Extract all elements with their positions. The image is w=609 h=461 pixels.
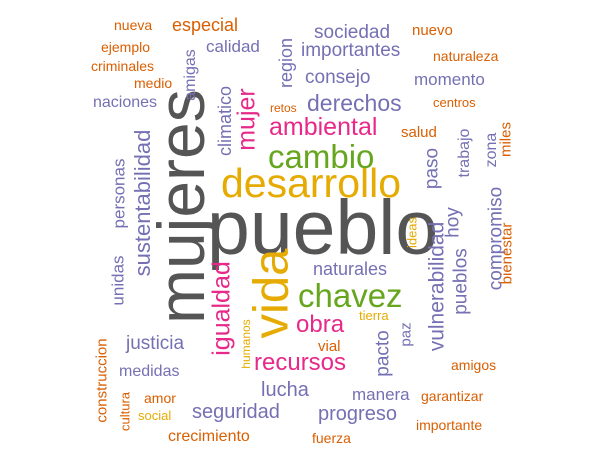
word-sustentabilidad: sustentabilidad bbox=[130, 129, 155, 277]
word-cultura: cultura bbox=[117, 391, 133, 432]
word-medio: medio bbox=[134, 75, 173, 91]
word-miles: miles bbox=[497, 122, 515, 158]
word-personas: personas bbox=[109, 158, 129, 229]
word-ejemplo: ejemplo bbox=[101, 39, 151, 55]
word-naciones: naciones bbox=[93, 94, 158, 111]
word-ideas: ideas bbox=[404, 216, 420, 249]
word-seguridad: seguridad bbox=[192, 401, 280, 423]
word-tierra: tierra bbox=[359, 308, 389, 323]
word-nuevo: nuevo bbox=[412, 22, 453, 39]
word-chavez: chavez bbox=[298, 277, 403, 314]
word-manera: manera bbox=[352, 385, 410, 404]
word-importante: importante bbox=[416, 417, 483, 433]
word-momento: momento bbox=[414, 70, 485, 89]
word-pacto: pacto bbox=[372, 330, 394, 377]
word-mujeres: mujeres bbox=[144, 89, 218, 324]
word-desarrollo: desarrollo bbox=[221, 160, 402, 206]
word-naturaleza: naturaleza bbox=[433, 48, 499, 64]
word-recursos: recursos bbox=[254, 349, 347, 376]
word-bienestar: bienestar bbox=[498, 222, 516, 285]
word-igualdad: igualdad bbox=[207, 261, 236, 356]
word-fuerza: fuerza bbox=[312, 430, 351, 446]
word-importantes: importantes bbox=[301, 40, 401, 61]
word-paz: paz bbox=[397, 322, 415, 347]
word-consejo: consejo bbox=[305, 67, 371, 88]
word-salud: salud bbox=[401, 124, 437, 141]
word-vida: vida bbox=[244, 248, 299, 339]
word-construccion: construccion bbox=[93, 338, 111, 423]
word-humanos: humanos bbox=[239, 319, 253, 369]
word-mujer: mujer bbox=[232, 88, 261, 151]
word-lucha: lucha bbox=[261, 379, 309, 401]
word-derechos: derechos bbox=[307, 90, 402, 116]
word-retos: retos bbox=[270, 101, 297, 115]
word-pueblo: pueblo bbox=[207, 185, 439, 271]
word-paso: paso bbox=[421, 147, 443, 190]
word-pueblos: pueblos bbox=[450, 248, 472, 315]
word-sociedad: sociedad bbox=[314, 22, 391, 43]
word-naturales: naturales bbox=[313, 259, 388, 279]
word-ambiental: ambiental bbox=[269, 113, 378, 141]
word-progreso: progreso bbox=[318, 403, 397, 425]
word-especial: especial bbox=[172, 15, 239, 35]
word-calidad: calidad bbox=[206, 37, 260, 56]
word-amor: amor bbox=[144, 390, 176, 406]
word-social: social bbox=[138, 408, 172, 423]
word-unidas: unidas bbox=[108, 255, 128, 306]
word-vial: vial bbox=[318, 338, 341, 355]
word-hoy: hoy bbox=[442, 207, 464, 238]
word-medidas: medidas bbox=[119, 363, 180, 380]
word-obra: obra bbox=[296, 311, 345, 338]
word-trabajo: trabajo bbox=[456, 128, 473, 178]
word-amigas: amigas bbox=[182, 49, 199, 101]
word-nueva: nueva bbox=[114, 17, 153, 33]
word-crecimiento: crecimiento bbox=[168, 428, 250, 445]
word-criminales: criminales bbox=[91, 58, 155, 74]
word-centros: centros bbox=[433, 95, 476, 110]
word-cambio: cambio bbox=[268, 138, 375, 175]
word-climatico: climatico bbox=[215, 86, 235, 157]
word-region: region bbox=[276, 37, 296, 89]
word-garantizar: garantizar bbox=[421, 388, 484, 404]
word-amigos: amigos bbox=[451, 357, 497, 373]
word-justicia: justicia bbox=[126, 333, 185, 354]
